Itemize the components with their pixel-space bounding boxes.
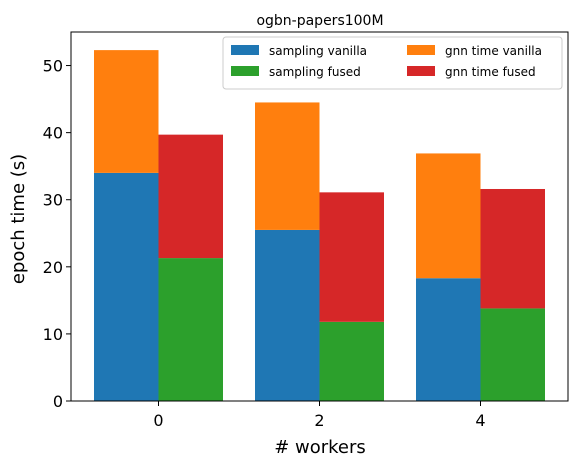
x-tick-label-4: 4: [475, 411, 485, 430]
legend-label-gnn-time-vanilla: gnn time vanilla: [445, 44, 542, 58]
y-tick-label-50: 50: [43, 57, 63, 76]
y-tick-label-20: 20: [43, 258, 63, 277]
legend: sampling vanilla sampling fused gnn time v…: [222, 36, 563, 90]
y-tick-label-40: 40: [43, 124, 63, 143]
bar-sampling-fused-0: [158, 258, 223, 401]
bar-sampling-fused-2: [319, 321, 384, 401]
bar-sampling-vanilla-4: [416, 278, 481, 401]
chart-title: ogbn-papers100M: [256, 13, 383, 29]
bar-sampling-vanilla-0: [94, 172, 159, 401]
x-tick-label-0: 0: [153, 411, 163, 430]
x-tick-label-2: 2: [314, 411, 324, 430]
y-tick-label-30: 30: [43, 191, 63, 210]
legend-label-sampling-vanilla: sampling vanilla: [269, 44, 367, 58]
x-axis-title: # workers: [274, 437, 366, 458]
bars-group: [94, 50, 545, 401]
bar-gnn-time-vanilla-0: [94, 50, 159, 173]
y-axis-title: epoch time (s): [8, 154, 29, 284]
legend-label-gnn-time-fused: gnn time fused: [445, 65, 536, 79]
legend-swatch-sampling-fused: [231, 66, 259, 76]
bar-gnn-time-vanilla-2: [255, 102, 320, 230]
legend-swatch-sampling-vanilla: [231, 45, 259, 55]
legend-swatch-gnn-time-fused: [407, 66, 435, 76]
y-tick-label-10: 10: [43, 325, 63, 344]
legend-label-sampling-fused: sampling fused: [269, 65, 361, 79]
bar-sampling-fused-4: [480, 308, 545, 401]
bar-gnn-time-fused-0: [158, 134, 223, 259]
bar-gnn-time-fused-4: [480, 188, 545, 309]
bar-gnn-time-vanilla-4: [416, 153, 481, 279]
legend-swatch-gnn-time-vanilla: [407, 45, 435, 55]
y-tick-label-0: 0: [53, 392, 63, 411]
legend-box: [222, 36, 563, 90]
bar-sampling-vanilla-2: [255, 229, 320, 401]
axes-group: 0 10 20 30 40 50 0 2 4: [43, 31, 569, 430]
bar-gnn-time-fused-2: [319, 192, 384, 322]
